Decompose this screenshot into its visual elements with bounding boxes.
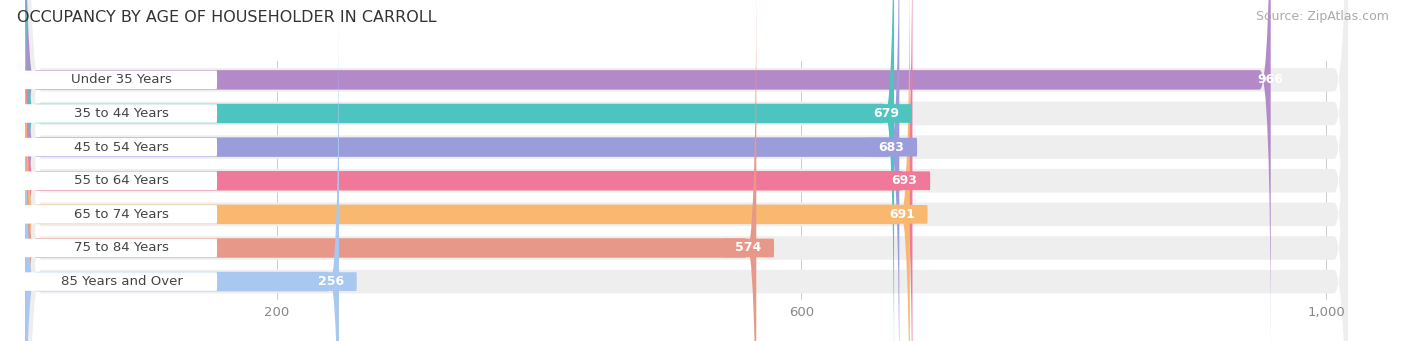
FancyBboxPatch shape <box>28 0 1348 341</box>
FancyBboxPatch shape <box>14 71 217 89</box>
FancyBboxPatch shape <box>28 0 1348 341</box>
Text: 85 Years and Over: 85 Years and Over <box>60 275 183 288</box>
Text: Source: ZipAtlas.com: Source: ZipAtlas.com <box>1256 10 1389 23</box>
FancyBboxPatch shape <box>723 239 775 257</box>
Text: 679: 679 <box>873 107 900 120</box>
FancyBboxPatch shape <box>28 0 1348 341</box>
Text: OCCUPANCY BY AGE OF HOUSEHOLDER IN CARROLL: OCCUPANCY BY AGE OF HOUSEHOLDER IN CARRO… <box>17 10 436 25</box>
FancyBboxPatch shape <box>14 239 217 257</box>
FancyBboxPatch shape <box>25 0 894 341</box>
Text: 966: 966 <box>1257 73 1282 86</box>
FancyBboxPatch shape <box>25 0 1271 341</box>
Text: 683: 683 <box>879 140 904 153</box>
FancyBboxPatch shape <box>28 0 1348 341</box>
Text: 65 to 74 Years: 65 to 74 Years <box>75 208 169 221</box>
Text: Under 35 Years: Under 35 Years <box>72 73 173 86</box>
Text: 35 to 44 Years: 35 to 44 Years <box>75 107 169 120</box>
Text: 693: 693 <box>891 174 918 187</box>
FancyBboxPatch shape <box>25 0 910 341</box>
Text: 55 to 64 Years: 55 to 64 Years <box>75 174 169 187</box>
FancyBboxPatch shape <box>14 172 217 190</box>
FancyBboxPatch shape <box>860 104 912 123</box>
FancyBboxPatch shape <box>25 0 756 341</box>
FancyBboxPatch shape <box>14 104 217 123</box>
FancyBboxPatch shape <box>14 205 217 224</box>
Text: 691: 691 <box>889 208 915 221</box>
FancyBboxPatch shape <box>25 9 339 341</box>
FancyBboxPatch shape <box>25 0 900 341</box>
FancyBboxPatch shape <box>305 272 357 291</box>
Text: 75 to 84 Years: 75 to 84 Years <box>75 241 169 254</box>
FancyBboxPatch shape <box>28 0 1348 341</box>
FancyBboxPatch shape <box>866 138 917 157</box>
FancyBboxPatch shape <box>14 138 217 157</box>
FancyBboxPatch shape <box>879 172 931 190</box>
Text: 574: 574 <box>735 241 762 254</box>
FancyBboxPatch shape <box>28 0 1348 341</box>
FancyBboxPatch shape <box>25 0 912 341</box>
FancyBboxPatch shape <box>14 272 217 291</box>
Text: 256: 256 <box>318 275 344 288</box>
FancyBboxPatch shape <box>876 205 928 224</box>
Text: 45 to 54 Years: 45 to 54 Years <box>75 140 169 153</box>
FancyBboxPatch shape <box>28 0 1348 341</box>
